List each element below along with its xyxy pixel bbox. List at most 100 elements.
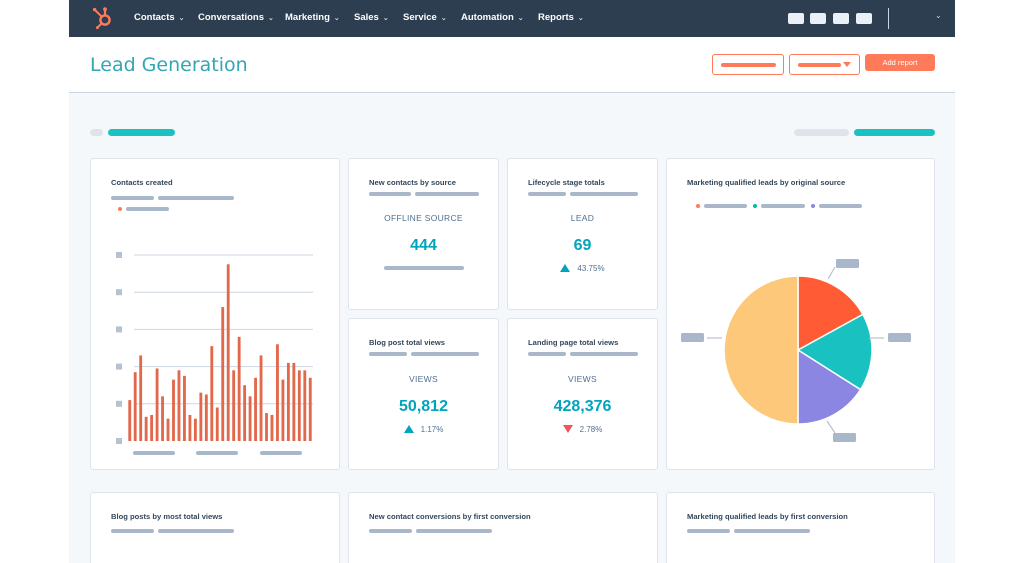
nav-automation[interactable]: Automation ⌄ (461, 12, 524, 23)
chevron-down-icon: ⌄ (440, 15, 447, 22)
chart-bar[interactable] (254, 377, 257, 441)
placeholder-bar (111, 529, 154, 533)
hubspot-logo-icon[interactable] (91, 6, 115, 30)
kpi-label: VIEWS (568, 374, 597, 384)
chart-bar[interactable] (292, 362, 296, 441)
add-report-button[interactable]: Add report (865, 54, 935, 71)
placeholder-bar (369, 529, 412, 533)
x-tick-label-placeholder (133, 451, 175, 455)
nav-service[interactable]: Service ⌄ (403, 12, 447, 23)
page-header: Lead Generation Add report (69, 37, 955, 93)
chart-bar[interactable] (221, 307, 225, 441)
kpi-value: 69 (573, 237, 592, 254)
kpi-label: OFFLINE SOURCE (384, 213, 463, 223)
card-title: Blog post total views (369, 338, 445, 347)
pie-slice[interactable] (797, 348, 862, 425)
pie-slice[interactable] (797, 275, 864, 352)
chevron-down-icon: ⌄ (268, 15, 274, 22)
contacts-bar-chart (116, 252, 313, 455)
card-blog-posts-by-views[interactable]: Blog posts by most total views (90, 492, 340, 563)
chart-bar[interactable] (232, 370, 236, 441)
kpi-delta: 2.78% (508, 425, 657, 434)
card-contacts-created[interactable]: Contacts created (90, 158, 340, 470)
pie-slice[interactable] (723, 275, 799, 425)
pie-slice[interactable] (796, 313, 873, 391)
legend-placeholder-bar (704, 204, 747, 208)
chart-bar[interactable] (308, 377, 312, 441)
nav-marketing[interactable]: Marketing ⌄ (285, 12, 340, 23)
placeholder-bar (416, 529, 492, 533)
kpi-value: 50,812 (399, 398, 448, 415)
nav-utility-button[interactable] (788, 13, 804, 24)
nav-automation-label: Automation (461, 12, 514, 23)
chart-bar[interactable] (204, 394, 208, 442)
button-placeholder-bar (798, 63, 841, 67)
chart-bar[interactable] (128, 400, 132, 441)
chart-bar[interactable] (259, 355, 263, 441)
trend-down-icon (562, 425, 573, 433)
nav-utility-button[interactable] (833, 13, 849, 24)
chart-bar[interactable] (215, 407, 219, 441)
card-title: Blog posts by most total views (111, 512, 223, 521)
chart-bar[interactable] (172, 379, 175, 441)
filter-pill-active[interactable] (854, 129, 935, 136)
placeholder-bar (415, 192, 479, 196)
chart-bar[interactable] (199, 392, 203, 441)
card-blog-post-total-views[interactable]: Blog post total views VIEWS 50,812 1.17% (348, 318, 499, 470)
placeholder-bar (570, 192, 638, 196)
chart-bar[interactable] (166, 418, 170, 441)
chart-bar[interactable] (226, 264, 230, 441)
placeholder-bar (411, 352, 479, 356)
nav-conversations[interactable]: Conversations ⌄ (198, 12, 274, 23)
card-new-contact-conversions[interactable]: New contact conversions by first convers… (348, 492, 658, 563)
header-dropdown-button[interactable] (789, 54, 860, 75)
chart-bar[interactable] (155, 368, 159, 441)
nav-utility-button[interactable] (810, 13, 826, 24)
legend-placeholder-bar (819, 204, 862, 208)
callout-label-placeholder (681, 333, 704, 342)
page-title: Lead Generation (90, 54, 248, 76)
filter-pill-active[interactable] (108, 129, 175, 136)
chart-bar[interactable] (177, 370, 181, 441)
chart-bar[interactable] (210, 346, 214, 441)
chart-bar[interactable] (243, 385, 247, 441)
nav-contacts-label: Contacts (134, 12, 175, 23)
account-chevron-down-icon[interactable]: ⌄ (935, 11, 942, 20)
nav-sales[interactable]: Sales ⌄ (354, 12, 389, 23)
filter-pill[interactable] (794, 129, 849, 136)
filter-pill[interactable] (90, 129, 103, 136)
chart-bar[interactable] (144, 416, 148, 441)
placeholder-bar (369, 352, 407, 356)
legend-placeholder-bar (761, 204, 805, 208)
card-title: Marketing qualified leads by first conve… (687, 512, 848, 521)
card-new-contacts-by-source[interactable]: New contacts by source OFFLINE SOURCE 44… (348, 158, 499, 310)
chart-bar[interactable] (270, 414, 274, 441)
chart-bar[interactable] (265, 413, 268, 441)
chart-bar[interactable] (276, 344, 279, 441)
chart-bar[interactable] (193, 418, 197, 441)
mql-pie-chart (681, 259, 911, 442)
caret-down-icon (843, 62, 851, 67)
card-landing-page-total-views[interactable]: Landing page total views VIEWS 428,376 2… (507, 318, 658, 470)
chart-bar[interactable] (161, 396, 164, 441)
chart-bar[interactable] (297, 370, 301, 441)
nav-contacts[interactable]: Contacts ⌄ (134, 12, 185, 23)
card-mql-by-original-source[interactable]: Marketing qualified leads by original so… (666, 158, 935, 470)
chart-bar[interactable] (183, 375, 186, 441)
chart-bar[interactable] (281, 379, 285, 441)
placeholder-bar (734, 529, 810, 533)
chart-bar[interactable] (139, 355, 143, 441)
chart-bar[interactable] (286, 362, 290, 441)
nav-utility-button[interactable] (856, 13, 872, 24)
chart-bar[interactable] (303, 370, 307, 441)
chart-bar[interactable] (133, 372, 137, 441)
nav-reports-label: Reports (538, 12, 574, 23)
header-action-button[interactable] (712, 54, 784, 75)
chart-bar[interactable] (150, 414, 154, 441)
nav-reports[interactable]: Reports ⌄ (538, 12, 584, 23)
chart-bar[interactable] (248, 396, 252, 441)
chart-bar[interactable] (237, 336, 241, 441)
chart-bar[interactable] (188, 414, 192, 441)
card-lifecycle-stage-totals[interactable]: Lifecycle stage totals LEAD 69 43.75% (507, 158, 658, 310)
card-mql-by-first-conversion[interactable]: Marketing qualified leads by first conve… (666, 492, 935, 563)
